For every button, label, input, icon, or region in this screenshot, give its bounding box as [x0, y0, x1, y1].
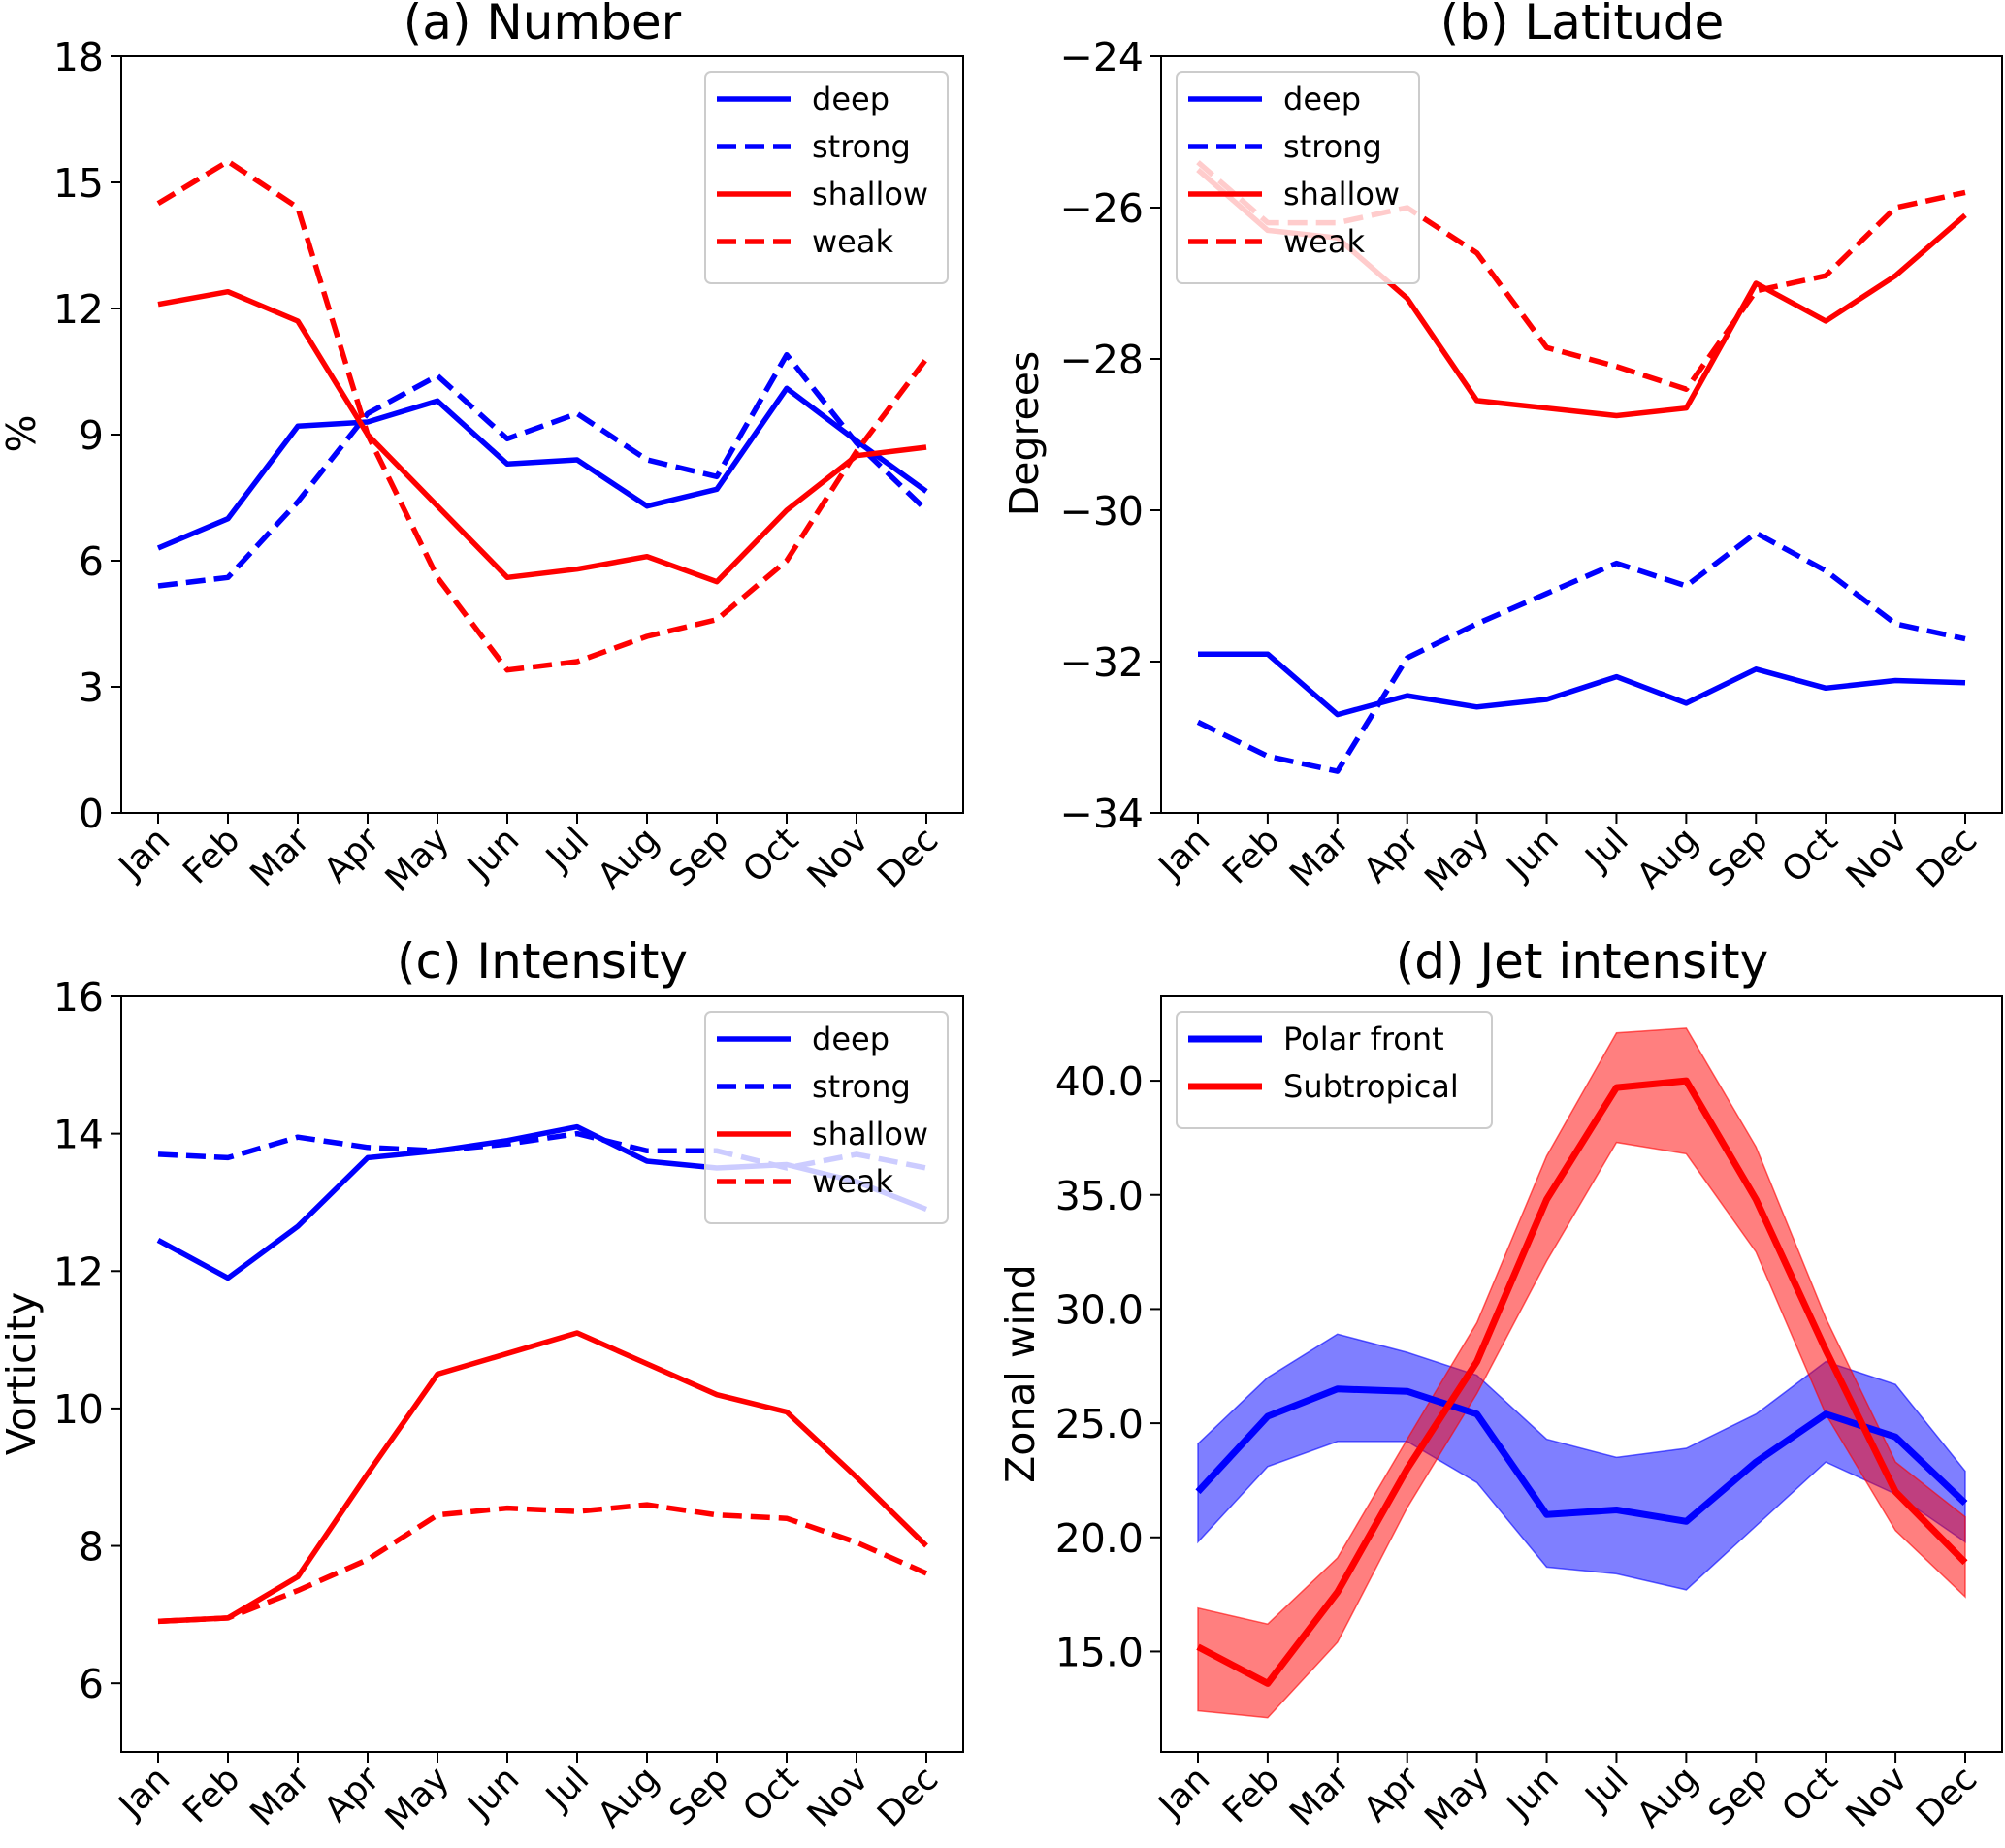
y-tick-label: 18	[53, 34, 104, 81]
legend: deep strong shallow weak	[704, 1011, 949, 1224]
series-line-strong	[157, 351, 928, 589]
legend-label: deep	[812, 1021, 889, 1057]
y-tick-label: −28	[1059, 337, 1144, 383]
legend-box	[1176, 71, 1420, 284]
y-tick-label: 9	[79, 412, 104, 459]
legend-label: Polar front	[1283, 1021, 1444, 1057]
y-tick-label: 25.0	[1055, 1401, 1144, 1447]
legend-label: strong	[812, 1068, 911, 1105]
legend-label: strong	[1283, 128, 1382, 165]
y-tick-label: −26	[1059, 185, 1144, 232]
y-tick-label: 16	[53, 974, 104, 1021]
y-axis-label: %	[0, 415, 45, 453]
series-line-weak	[157, 1502, 928, 1625]
y-ticks: 0 3 6 9 12 15 18	[53, 34, 121, 837]
legend: deep strong shallow weak	[1176, 71, 1420, 284]
legend-label: strong	[812, 128, 911, 165]
y-tick-label: 15	[53, 160, 104, 207]
panel-title: (a) Number	[404, 0, 682, 50]
legend-box	[704, 71, 949, 284]
legend: deep strong shallow weak	[704, 71, 949, 284]
band-subtropical	[1197, 1027, 1966, 1719]
y-tick-label: −24	[1059, 34, 1144, 81]
legend-box	[704, 1011, 949, 1224]
axes-frame	[120, 995, 964, 1753]
legend-label: weak	[812, 223, 893, 260]
y-tick-label: −34	[1059, 791, 1144, 837]
y-tick-label: 3	[79, 665, 104, 711]
y-axis-label: Zonal wind	[997, 1264, 1044, 1483]
panel-title: (c) Intensity	[397, 933, 688, 989]
legend-label: Subtropical	[1283, 1068, 1459, 1105]
series-lines	[1195, 1077, 1968, 1687]
y-ticks: −34 −32 −30 −28 −26 −24	[1059, 34, 1161, 837]
y-tick-label: 15.0	[1055, 1629, 1144, 1675]
legend-label: deep	[1283, 81, 1361, 117]
y-tick-label: 0	[79, 791, 104, 837]
y-tick-label: 30.0	[1055, 1286, 1144, 1333]
series-line-subtropical	[1196, 1077, 1968, 1687]
legend-label: weak	[1283, 223, 1365, 260]
panel-title: (d) Jet intensity	[1396, 933, 1768, 989]
series-line-shallow	[157, 288, 927, 585]
y-axis-label: Vorticity	[0, 1292, 45, 1456]
y-tick-label: 12	[53, 1248, 104, 1295]
y-tick-label: 6	[79, 538, 104, 585]
series-lines	[156, 158, 929, 673]
y-tick-label: 6	[79, 1661, 104, 1707]
legend-label: shallow	[1283, 176, 1400, 212]
y-tick-label: 14	[53, 1112, 104, 1158]
series-line-deep	[156, 385, 928, 551]
y-tick-label: 40.0	[1055, 1058, 1144, 1105]
axes-frame	[1160, 55, 2003, 814]
series-line-deep	[1198, 651, 1966, 718]
legend-label: weak	[812, 1163, 893, 1200]
legend-label: shallow	[812, 1116, 928, 1152]
y-tick-label: 20.0	[1055, 1515, 1144, 1562]
y-tick-label: 8	[79, 1524, 104, 1571]
y-tick-label: 12	[53, 286, 104, 333]
legend: Polar front Subtropical	[1176, 1011, 1493, 1129]
y-axis-label: Degrees	[1001, 351, 1048, 517]
y-ticks: 6 8 10 12 14 16	[53, 974, 121, 1707]
y-ticks: 15.0 20.0 25.0 30.0 35.0 40.0	[1055, 1058, 1161, 1675]
legend-label: deep	[812, 81, 889, 117]
legend-label: shallow	[812, 176, 928, 212]
panel-title: (b) Latitude	[1440, 0, 1724, 50]
y-tick-label: −32	[1059, 639, 1144, 686]
series-line-strong	[1196, 530, 1966, 774]
y-tick-label: 35.0	[1055, 1173, 1144, 1219]
y-tick-label: −30	[1059, 488, 1144, 535]
bands	[1197, 1027, 1966, 1719]
series-line-shallow	[157, 1330, 928, 1625]
series-line-polar-front	[1195, 1385, 1968, 1525]
axes-frame	[1160, 995, 2003, 1753]
y-tick-label: 10	[53, 1386, 104, 1433]
series-line-weak	[156, 158, 929, 673]
